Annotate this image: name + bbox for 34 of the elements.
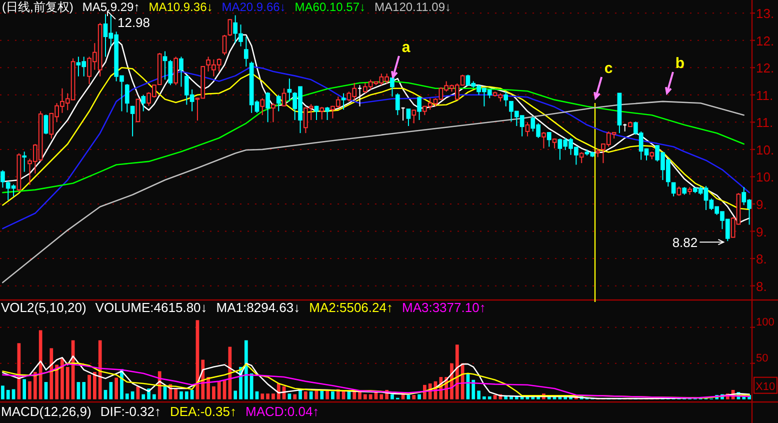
text: MA60.10.57↓ [294,0,366,14]
text: X10 [756,380,776,393]
text: MA3:3377.10↑ [402,300,486,315]
text: MA120.11.09↓ [374,0,452,14]
y-tick-label: 13. [756,6,774,22]
text: MA5.9.29↑ [82,0,140,14]
text: MA1:8294.63↓ [216,300,300,315]
y-tick-label: 12. [756,33,774,48]
y-tick-label: 9. [756,197,767,212]
y-tick-label: 11. [756,88,774,103]
annotation: VOLUME:4615.80↓ [95,300,208,315]
y-tick-label: 10. [756,170,774,185]
text: MACD:0.04↑ [245,404,320,419]
chart-title: (日线,前复权) [2,0,74,14]
y-tick-label: 50 [756,352,768,364]
text: MA2:5506.24↑ [309,300,393,315]
annotation: b [675,55,685,72]
y-tick-label: 10. [756,142,774,158]
y-tick-label: 11. [756,115,774,130]
y-tick-label: 8. [756,278,767,294]
text: MA10.9.36↓ [148,0,213,14]
text: MA20.9.66↓ [222,0,286,14]
annotation: 8.82 [672,235,698,250]
text: DIF:-0.32↑ [100,404,161,419]
y-tick-label: 9. [756,224,767,240]
text: MACD(12,26,9) [1,404,92,419]
chart-title: VOL2(5,10,20) [1,300,86,315]
y-tick-label: 8. [756,252,767,267]
y-tick-label: 100 [756,316,774,328]
annotation: c [604,60,613,77]
annotation: a [402,39,411,56]
y-tick-label: 12. [756,60,774,76]
text: DEA:-0.35↑ [170,404,236,419]
annotation: 12.98 [117,15,150,30]
